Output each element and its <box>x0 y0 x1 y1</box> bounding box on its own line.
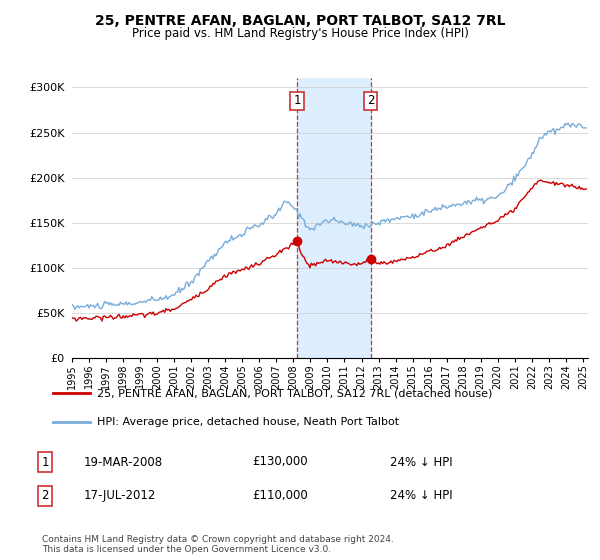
Text: 24% ↓ HPI: 24% ↓ HPI <box>390 489 452 502</box>
Text: 19-MAR-2008: 19-MAR-2008 <box>84 455 163 469</box>
Bar <box>297 78 371 358</box>
Text: 17-JUL-2012: 17-JUL-2012 <box>84 489 157 502</box>
Text: Price paid vs. HM Land Registry's House Price Index (HPI): Price paid vs. HM Land Registry's House … <box>131 27 469 40</box>
Text: 24% ↓ HPI: 24% ↓ HPI <box>390 455 452 469</box>
Text: HPI: Average price, detached house, Neath Port Talbot: HPI: Average price, detached house, Neat… <box>97 417 400 427</box>
Text: £110,000: £110,000 <box>252 489 308 502</box>
Text: 1: 1 <box>293 95 301 108</box>
Text: 25, PENTRE AFAN, BAGLAN, PORT TALBOT, SA12 7RL (detached house): 25, PENTRE AFAN, BAGLAN, PORT TALBOT, SA… <box>97 388 493 398</box>
Text: 2: 2 <box>41 489 49 502</box>
Text: £130,000: £130,000 <box>252 455 308 469</box>
Text: 25, PENTRE AFAN, BAGLAN, PORT TALBOT, SA12 7RL: 25, PENTRE AFAN, BAGLAN, PORT TALBOT, SA… <box>95 14 505 28</box>
Text: 2: 2 <box>367 95 374 108</box>
Text: Contains HM Land Registry data © Crown copyright and database right 2024.
This d: Contains HM Land Registry data © Crown c… <box>42 535 394 554</box>
Text: 1: 1 <box>41 455 49 469</box>
